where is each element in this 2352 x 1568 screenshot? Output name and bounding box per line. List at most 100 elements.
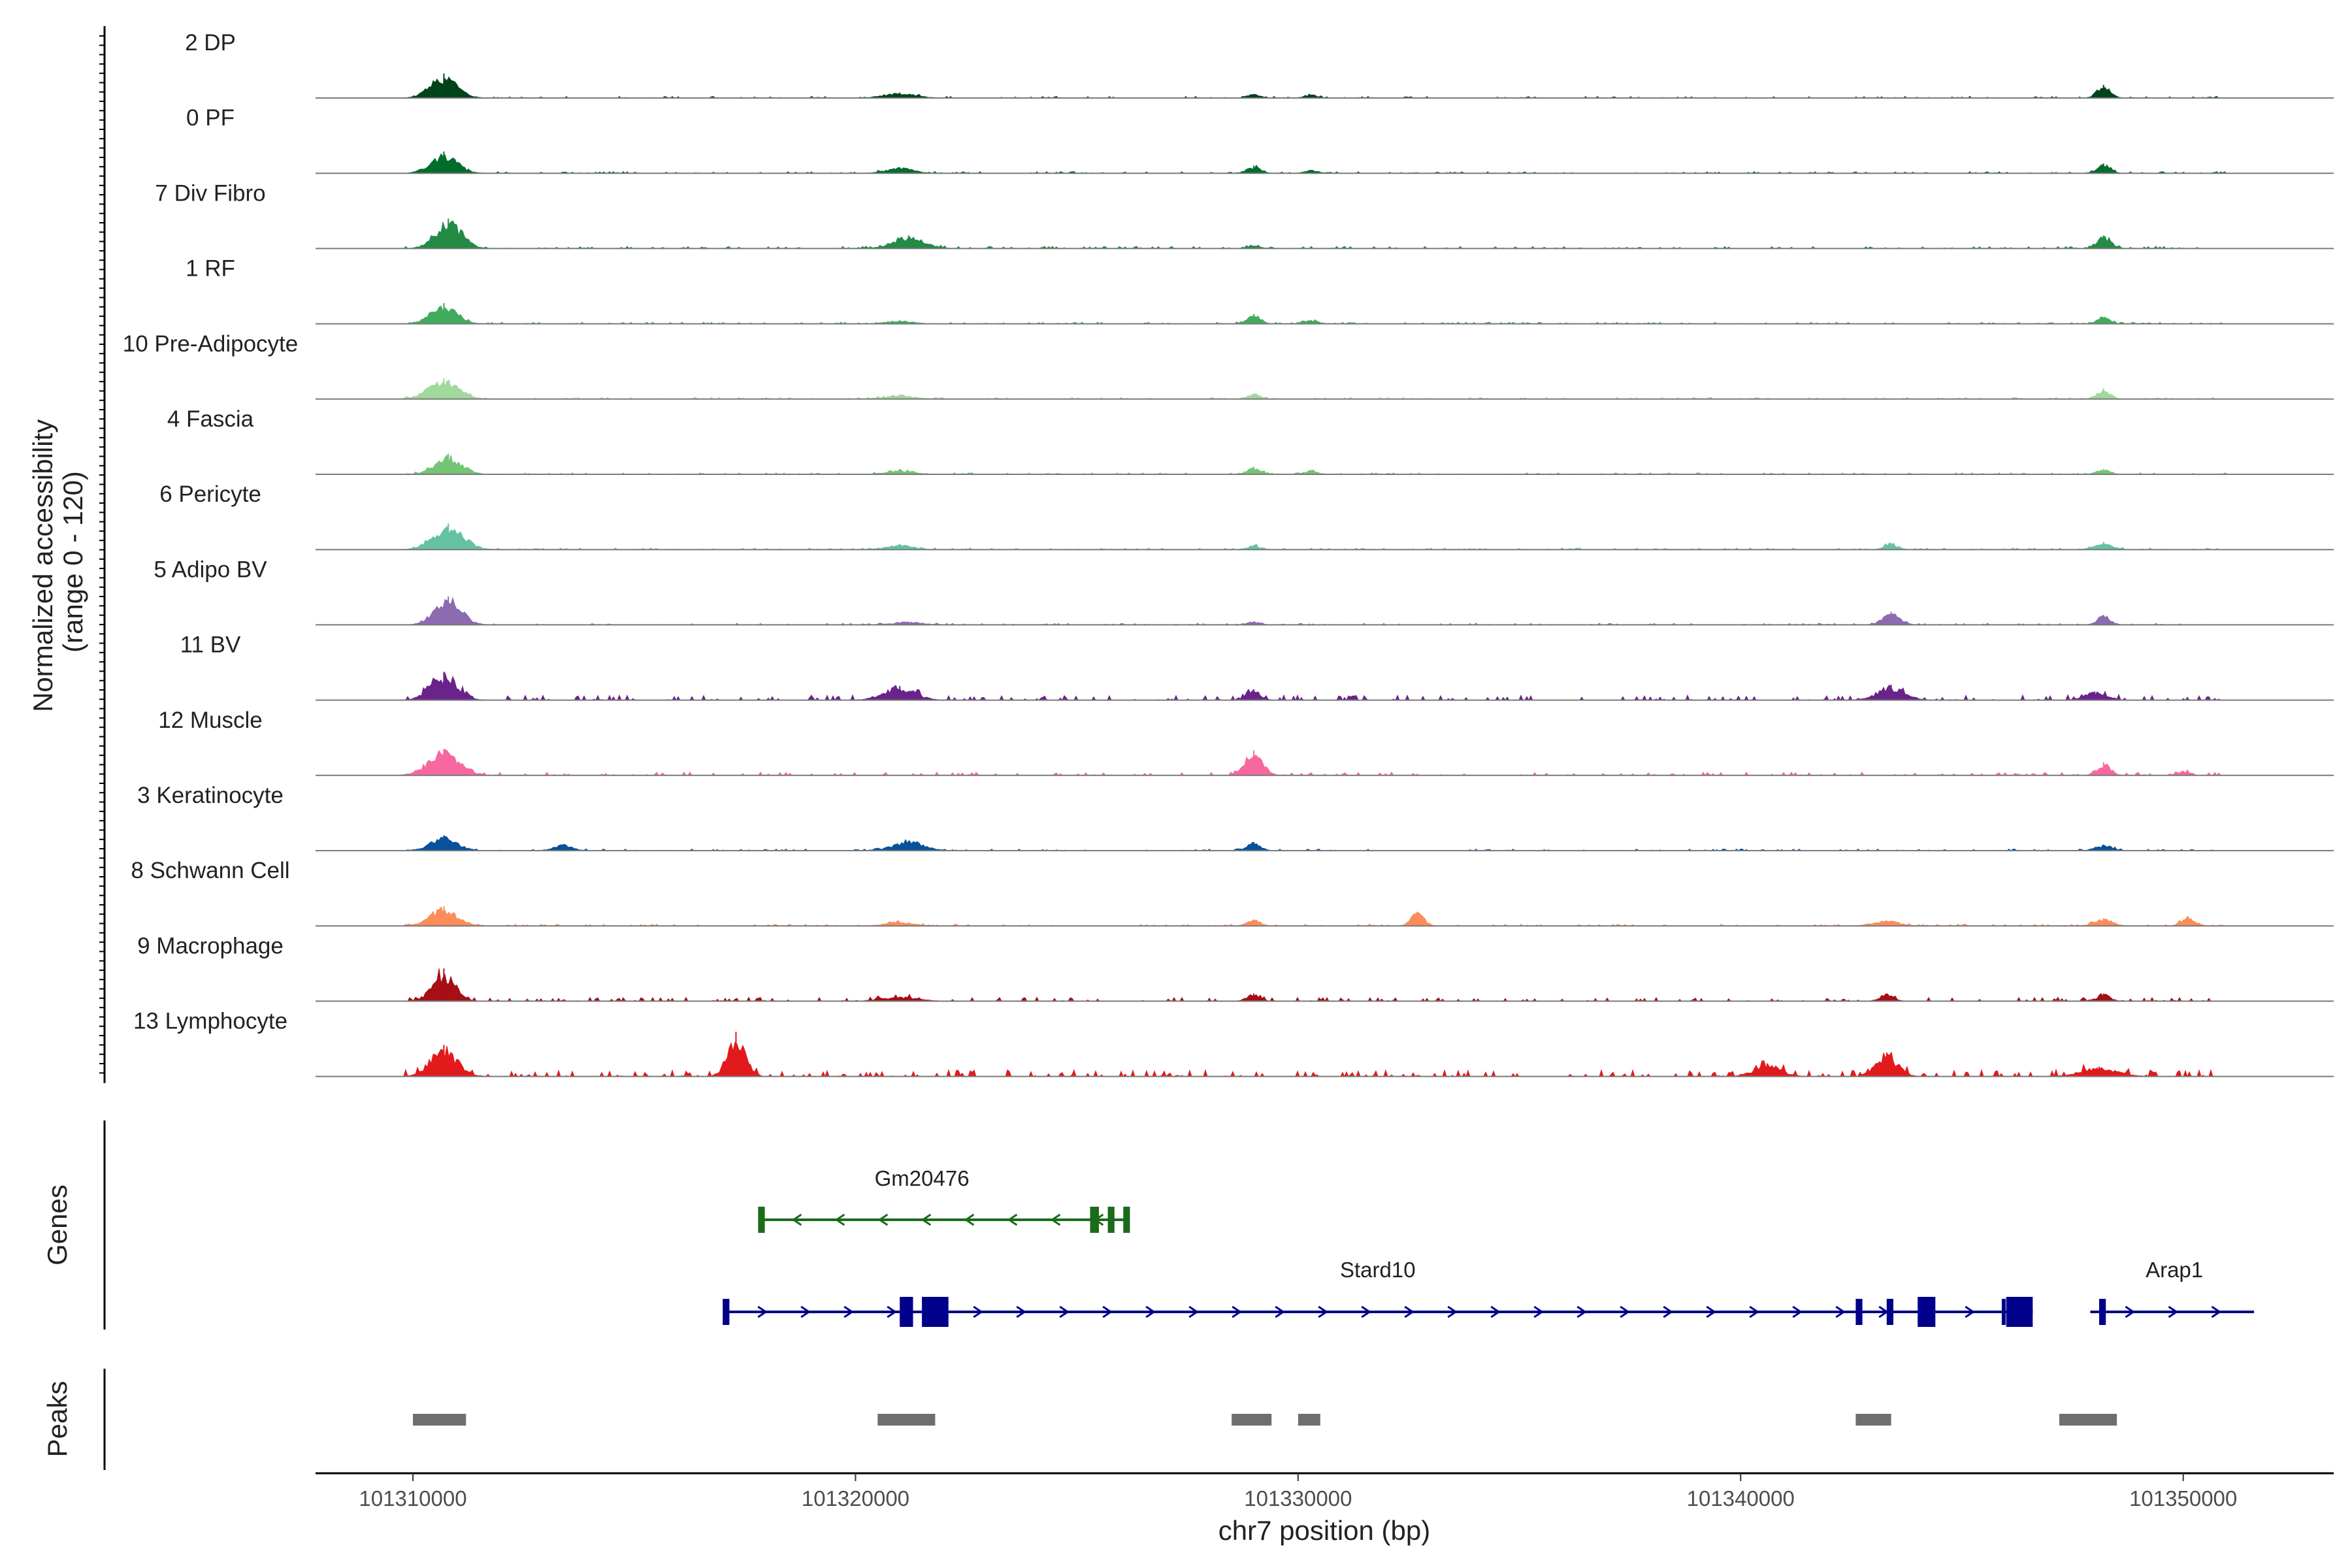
strand-arrow bbox=[1318, 1305, 1328, 1318]
strand-arrow bbox=[1188, 1305, 1199, 1318]
peak-region bbox=[1855, 1414, 1891, 1426]
gene-annotations: Gm20476 Stard10 Arap1 bbox=[723, 1166, 2255, 1327]
exon bbox=[900, 1297, 913, 1327]
signal-peak bbox=[899, 544, 901, 550]
track-13: 9 Macrophage bbox=[137, 933, 2334, 1002]
signal-peak bbox=[907, 621, 909, 625]
track-9: 11 BV bbox=[180, 632, 2334, 701]
signal-peak bbox=[1311, 319, 1313, 324]
track-label: 9 Macrophage bbox=[137, 933, 284, 958]
track-label: 4 Fascia bbox=[167, 406, 254, 432]
signal-peak bbox=[443, 968, 445, 1002]
y-axis-title-line2: (range 0 - 120) bbox=[57, 471, 88, 653]
track-6: 4 Fascia bbox=[167, 406, 2334, 475]
gene-label: Gm20476 bbox=[875, 1166, 970, 1190]
signal-peak bbox=[2182, 771, 2184, 776]
track-8: 5 Adipo BV bbox=[154, 557, 2334, 626]
exon bbox=[1886, 1299, 1893, 1325]
signal-peak bbox=[1890, 612, 1892, 625]
track-label: 5 Adipo BV bbox=[154, 557, 267, 582]
strand-arrow bbox=[791, 1213, 802, 1226]
signal-peak bbox=[899, 92, 901, 98]
coverage-area bbox=[316, 596, 2334, 626]
track-label: 6 Pericyte bbox=[159, 482, 261, 507]
x-axis-title: chr7 position (bp) bbox=[1218, 1515, 1431, 1546]
signal-peak bbox=[1253, 466, 1255, 474]
strand-arrow bbox=[1749, 1305, 1759, 1318]
x-tick-label: 101330000 bbox=[1244, 1486, 1352, 1511]
exon bbox=[2099, 1299, 2106, 1325]
signal-peak bbox=[1253, 919, 1255, 926]
signal-peak bbox=[443, 378, 445, 399]
signal-peak bbox=[2094, 691, 2096, 700]
strand-arrow bbox=[1706, 1305, 1716, 1318]
signal-peak bbox=[2102, 468, 2104, 474]
signal-peak bbox=[2102, 388, 2104, 399]
signal-peak bbox=[2102, 845, 2104, 851]
signal-peak bbox=[1311, 170, 1313, 174]
signal-peak bbox=[443, 302, 445, 324]
track-label: 2 DP bbox=[185, 30, 236, 56]
track-label: 8 Schwann Cell bbox=[131, 858, 289, 883]
y-axis-title-line1: Normalized accessibility bbox=[27, 419, 58, 712]
peak-region bbox=[1232, 1414, 1272, 1426]
coverage-area bbox=[316, 525, 2334, 550]
signal-peak bbox=[1253, 94, 1255, 98]
track-label: 13 Lymphocyte bbox=[133, 1009, 287, 1034]
signal-peak bbox=[448, 453, 449, 474]
signal-peak bbox=[1253, 246, 1255, 249]
signal-peak bbox=[2102, 235, 2104, 249]
peak-region bbox=[2059, 1414, 2117, 1426]
exon bbox=[1123, 1207, 1130, 1233]
exon bbox=[723, 1299, 730, 1325]
signal-peak bbox=[443, 835, 445, 851]
exon bbox=[1918, 1297, 1936, 1327]
signal-peak bbox=[899, 921, 901, 926]
strand-arrow bbox=[1663, 1305, 1673, 1318]
coverage-area bbox=[316, 305, 2334, 325]
track-3: 7 Div Fibro bbox=[155, 180, 2334, 250]
coverage-area bbox=[316, 379, 2334, 400]
strand-arrow bbox=[1016, 1305, 1026, 1318]
genes-panel-label: Genes bbox=[42, 1184, 73, 1266]
signal-peak bbox=[1253, 750, 1255, 776]
strand-arrow bbox=[2125, 1305, 2136, 1318]
strand-arrow bbox=[1490, 1305, 1501, 1318]
signal-peak bbox=[2102, 918, 2104, 926]
signal-peak bbox=[1253, 841, 1255, 851]
signal-peak bbox=[443, 749, 445, 776]
signal-peak bbox=[443, 672, 445, 700]
coverage-area bbox=[316, 906, 2334, 926]
signal-peak bbox=[907, 235, 909, 249]
signal-peak bbox=[1253, 165, 1255, 174]
signal-peak bbox=[899, 685, 901, 700]
peak-region bbox=[877, 1414, 936, 1426]
signal-peak bbox=[899, 470, 901, 474]
track-4: 1 RF bbox=[186, 256, 2334, 325]
strand-arrow bbox=[1007, 1213, 1018, 1226]
peak-region bbox=[413, 1414, 466, 1426]
peak-regions bbox=[413, 1414, 2117, 1426]
track-label: 11 BV bbox=[180, 632, 241, 658]
signal-peak bbox=[899, 996, 901, 1002]
strand-arrow bbox=[1102, 1305, 1113, 1318]
signal-peak bbox=[1253, 314, 1255, 324]
peaks-panel-label: Peaks bbox=[42, 1381, 73, 1458]
signal-peak bbox=[2102, 85, 2104, 98]
signal-peak bbox=[1416, 911, 1418, 926]
strand-arrow bbox=[1361, 1305, 1371, 1318]
strand-arrow bbox=[843, 1305, 854, 1318]
signal-peak bbox=[448, 523, 449, 550]
exon bbox=[758, 1207, 765, 1233]
track-label: 1 RF bbox=[186, 256, 235, 282]
signal-peak bbox=[448, 218, 449, 249]
coverage-area bbox=[316, 968, 2334, 1002]
strand-arrow bbox=[1792, 1305, 1803, 1318]
coverage-tracks: 2 DP 0 PF 7 Div Fibro 1 RF 10 Pre-Adipocyte 4… bbox=[123, 30, 2334, 1077]
track-14: 13 Lymphocyte bbox=[133, 1009, 2334, 1077]
track-y-axis bbox=[99, 26, 106, 1083]
track-10: 12 Muscle bbox=[158, 708, 2334, 776]
track-1: 2 DP bbox=[185, 30, 2334, 99]
strand-arrow bbox=[1533, 1305, 1544, 1318]
